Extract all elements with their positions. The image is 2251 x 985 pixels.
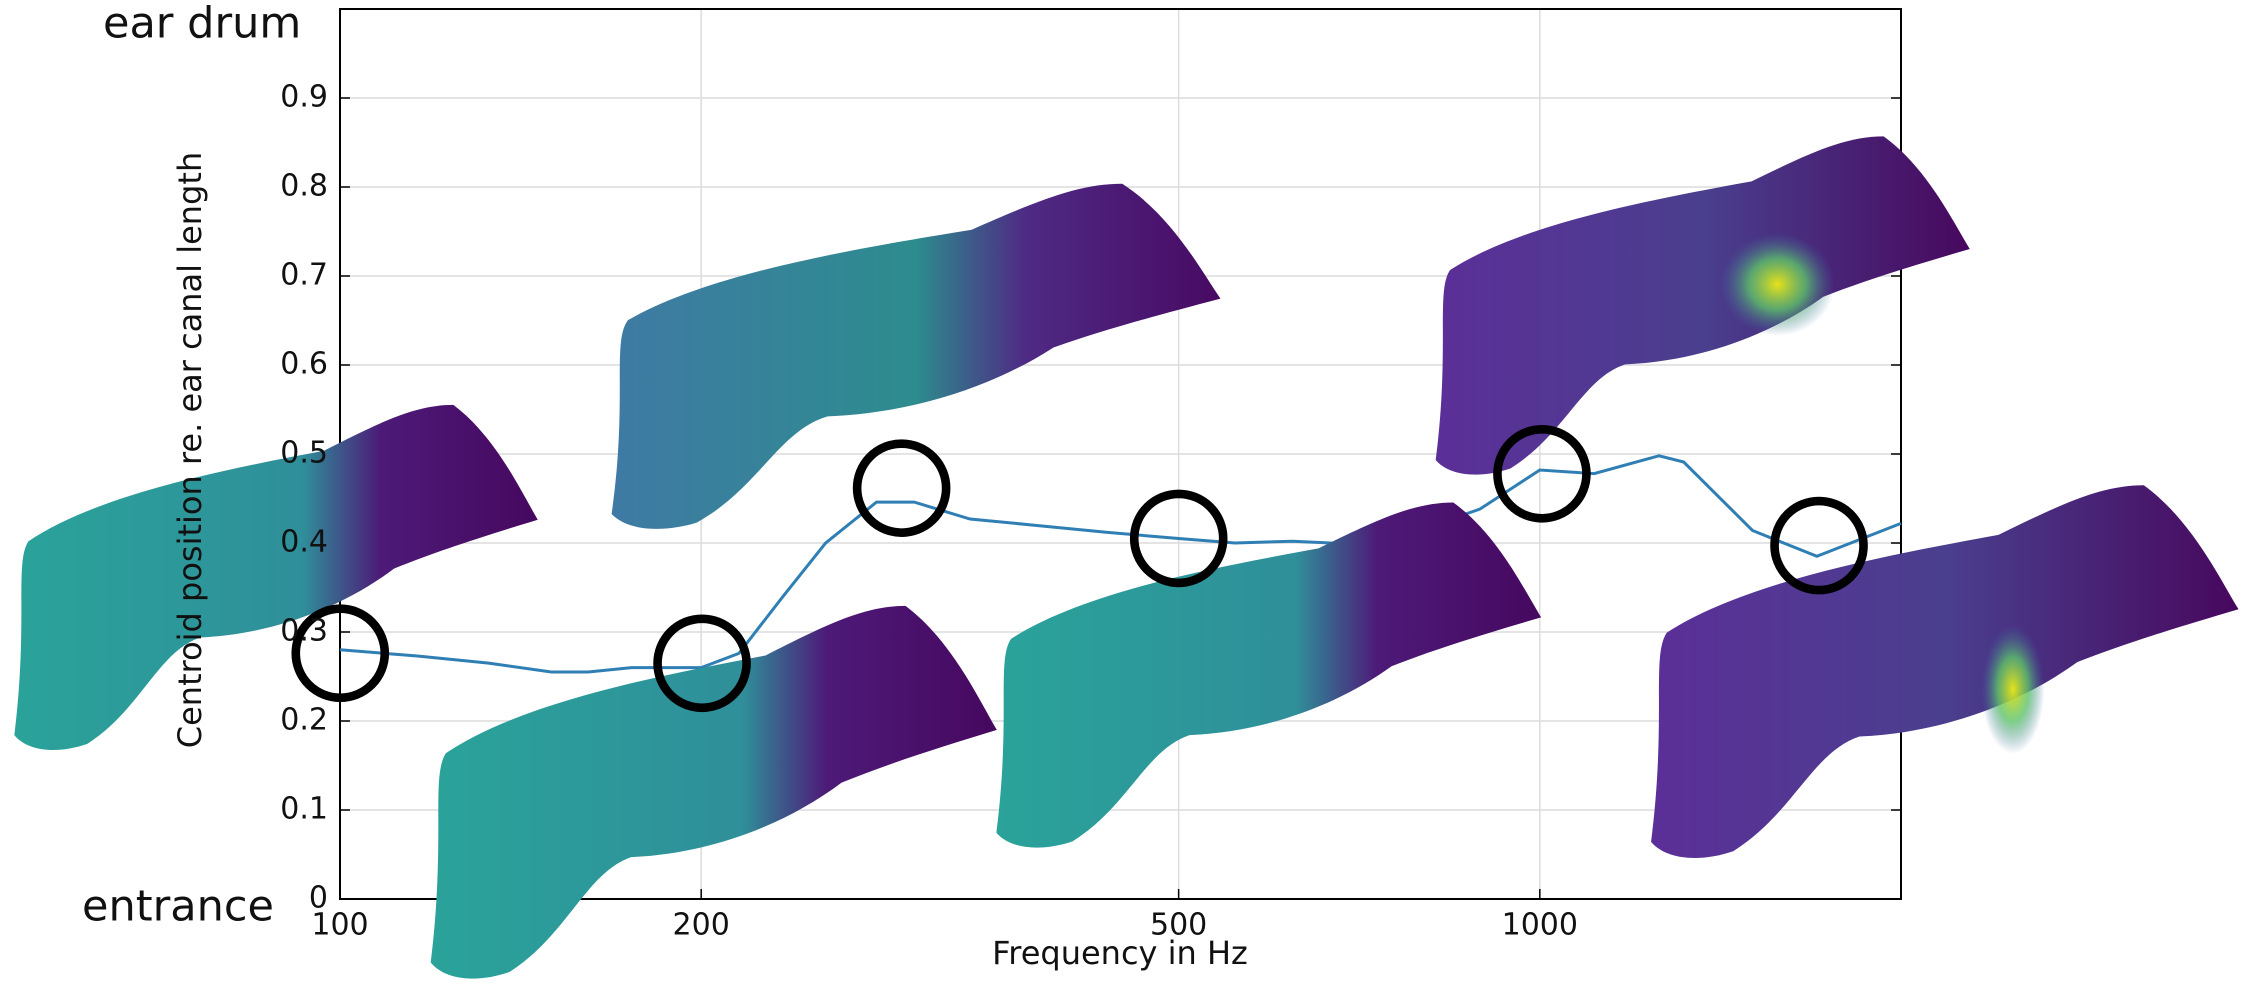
x-tick-label: 100 [311,908,368,943]
highlight-circle [291,604,390,703]
highlight-circle [1770,496,1868,595]
y-tick-label: 0.4 [280,525,328,560]
y-tick-label: 0 [309,881,328,916]
ear-canal-renders [14,136,2239,979]
highlight-circle [1493,424,1591,523]
hot-spot [1981,624,2045,754]
y-axis-label: Centroid position re. ear canal length [171,152,209,748]
ear-canal-render [611,183,1221,529]
y-tick-label: 0.8 [280,169,328,204]
y-tick-label: 0.1 [280,792,328,827]
y-tick-label: 0.5 [280,436,328,471]
highlight-circle [1129,489,1228,588]
ear-canal-render [14,404,538,750]
ear-canal-render [996,502,1542,848]
y-tick-label: 0.3 [280,614,328,649]
y-tick-label: 0.2 [280,703,328,738]
highlight-circle [653,614,751,713]
y-tick-label: 0.6 [280,347,328,382]
ear-canal-render [1651,485,2239,858]
highlight-circle [852,439,951,537]
x-tick-label: 1000 [1502,908,1578,943]
annotation: entrance [82,882,274,932]
y-tick-label: 0.9 [280,80,328,115]
annotation: ear drum [103,0,301,49]
hot-spot [1719,232,1835,336]
x-axis-label: Frequency in Hz [992,934,1248,972]
data-line [339,454,1902,674]
y-tick-label: 0.7 [280,258,328,293]
x-tick-label: 500 [1150,908,1207,943]
overlay: ear drum entrance Frequency in Hz Centro… [82,0,1868,972]
x-tick-label: 200 [673,908,730,943]
